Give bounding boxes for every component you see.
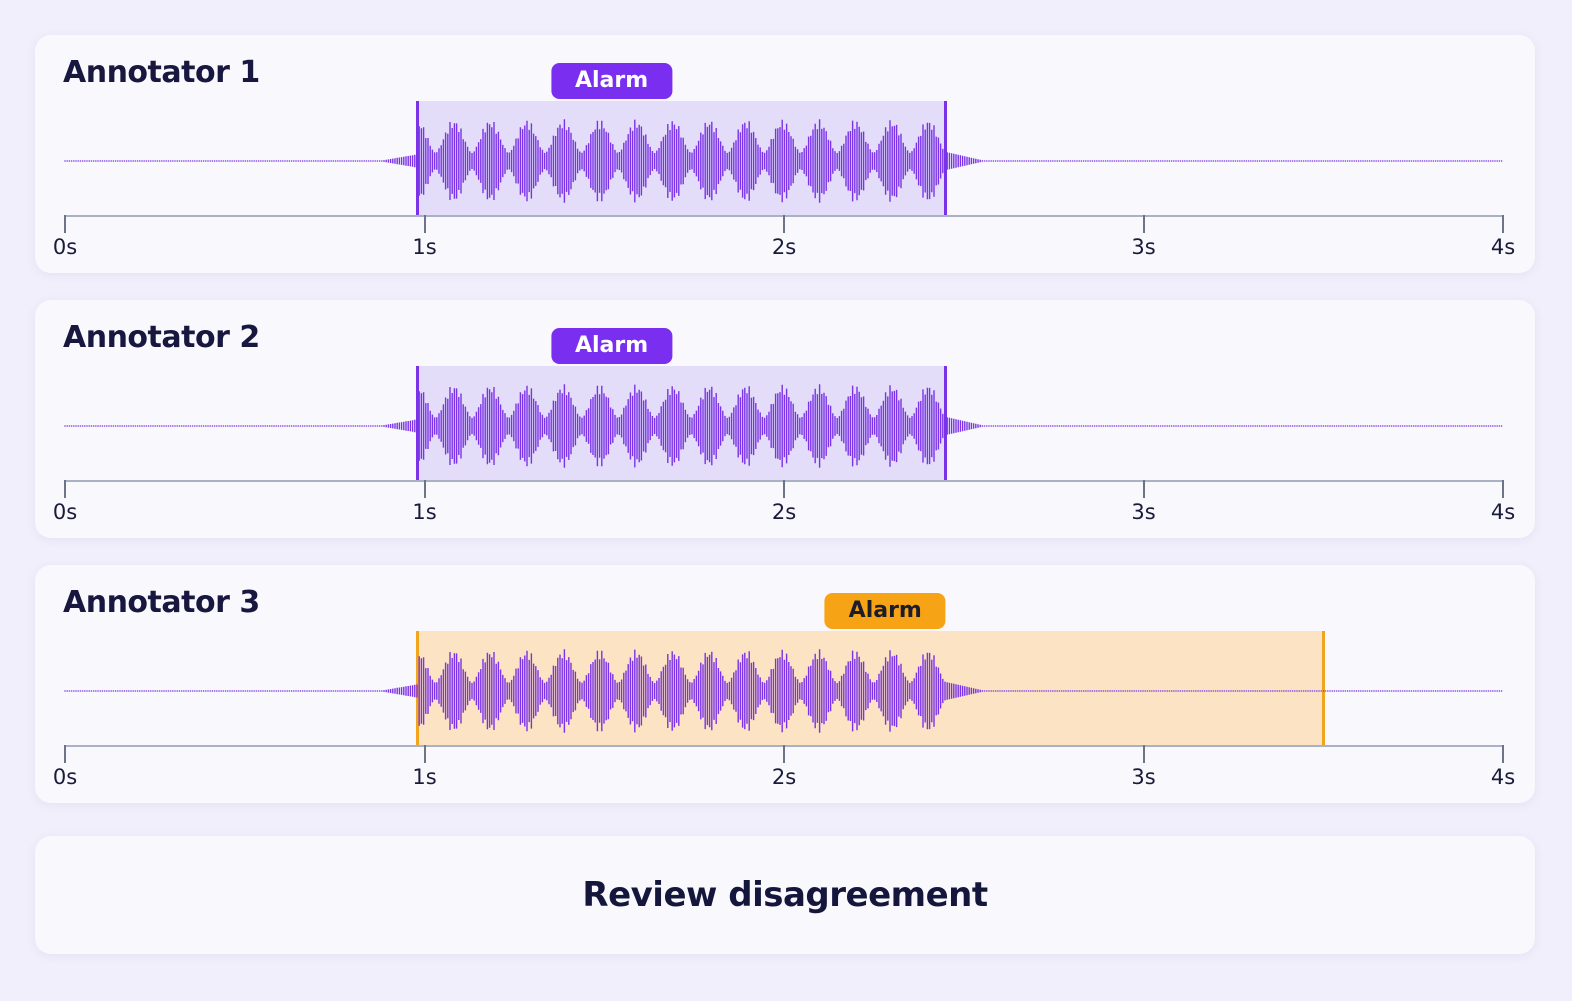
axis-tick [783, 745, 785, 763]
axis-tick-label: 3s [1131, 235, 1156, 259]
axis-tick [1142, 745, 1145, 763]
axis-tick [1502, 215, 1504, 233]
axis-tick-label: 0s [52, 765, 78, 789]
axis-tick [64, 215, 66, 233]
axis-tick [423, 480, 426, 498]
axis-tick [423, 215, 426, 233]
axis-tick-label: 1s [412, 500, 437, 524]
axis-tick-label: 0s [52, 500, 78, 524]
annotation-label-chip[interactable]: Alarm [824, 593, 946, 629]
axis-tick-label: 2s [771, 235, 797, 259]
axis-tick-label: 4s [1490, 500, 1516, 524]
axis-tick [1142, 480, 1145, 498]
waveform [64, 649, 1503, 733]
axis-tick [1502, 480, 1504, 498]
track-lane: Alarm 0s 1s 2s 3s 4s [35, 300, 1535, 538]
annotator-title: Annotator 3 [63, 585, 260, 620]
axis-tick-label: 4s [1490, 765, 1516, 789]
track-lane: Alarm 0s 1s 2s 3s 4s [35, 565, 1535, 803]
track-lane: Alarm 0s 1s 2s 3s 4s [35, 35, 1535, 273]
annotation-label-chip[interactable]: Alarm [550, 328, 673, 364]
waveform [64, 119, 1503, 203]
axis-tick [64, 480, 66, 498]
axis-tick [64, 745, 66, 763]
review-disagreement-button[interactable]: Review disagreement [576, 874, 993, 916]
axis-tick-label: 1s [412, 235, 437, 259]
annotation-label-chip[interactable]: Alarm [550, 63, 673, 99]
axis-tick-label: 1s [412, 765, 437, 789]
review-panel: Review disagreement [35, 836, 1535, 954]
annotator-title: Annotator 1 [63, 55, 260, 90]
annotator-track-1: Annotator 1 Alarm 0s 1s 2s 3s 4s [35, 35, 1535, 273]
axis-tick-label: 3s [1131, 500, 1156, 524]
annotator-track-3: Annotator 3 Alarm 0s 1s 2s 3s 4s [35, 565, 1535, 803]
axis-tick [1142, 215, 1145, 233]
axis-tick-label: 2s [771, 765, 797, 789]
annotator-title: Annotator 2 [63, 320, 260, 355]
waveform-path [64, 119, 1503, 203]
axis-tick-label: 3s [1131, 765, 1156, 789]
axis-tick [1502, 745, 1504, 763]
waveform-path [64, 384, 1503, 468]
axis-tick [783, 215, 785, 233]
axis-tick-label: 0s [52, 235, 78, 259]
axis-tick [783, 480, 785, 498]
axis-tick-label: 4s [1490, 235, 1516, 259]
axis-tick-label: 2s [771, 500, 797, 524]
waveform-path [64, 649, 1503, 733]
annotator-track-2: Annotator 2 Alarm 0s 1s 2s 3s 4s [35, 300, 1535, 538]
axis-tick [423, 745, 426, 763]
waveform [64, 384, 1503, 468]
